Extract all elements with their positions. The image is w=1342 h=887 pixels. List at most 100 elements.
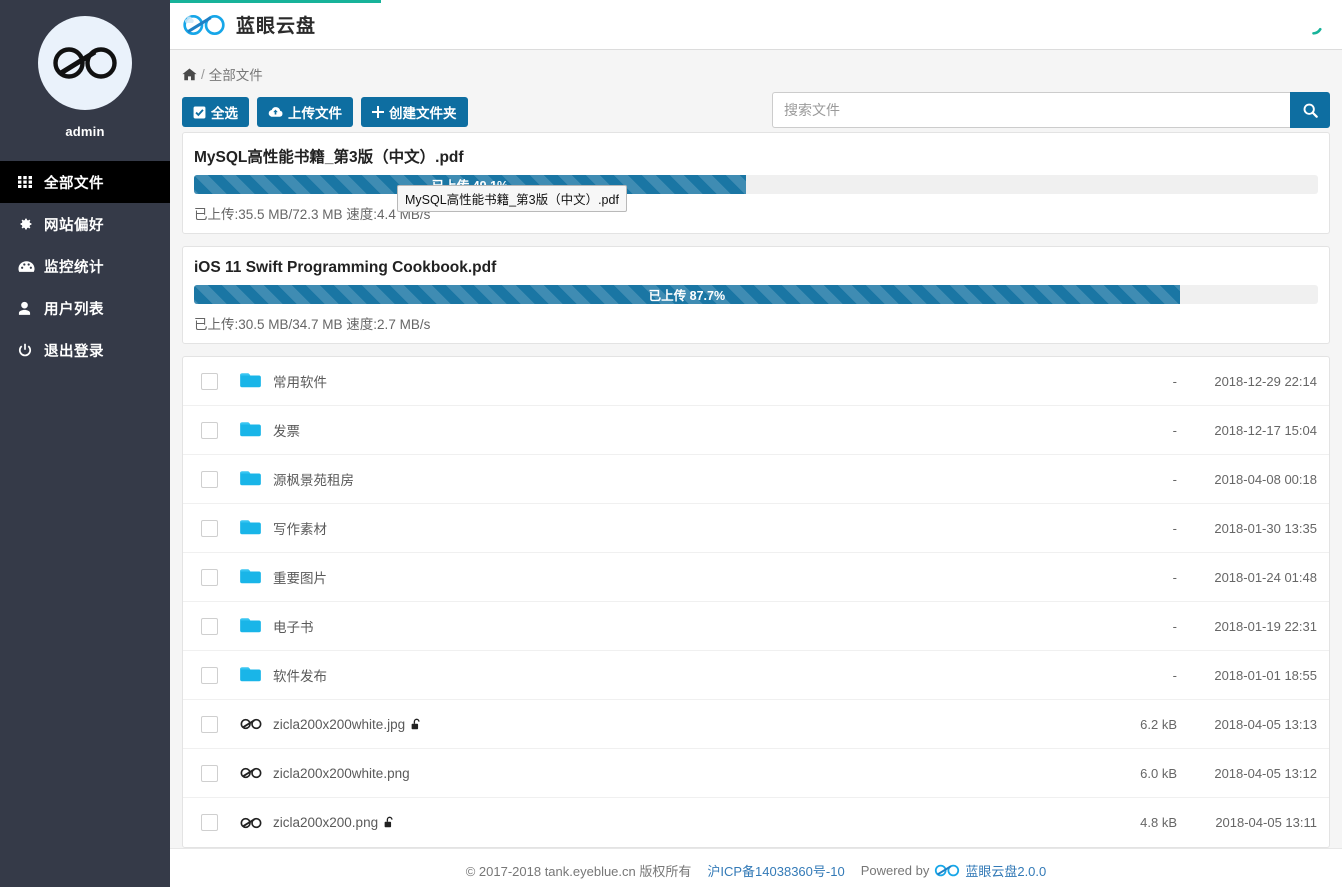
file-name[interactable]: 写作素材 <box>273 518 1057 538</box>
folder-icon <box>240 471 262 487</box>
file-name[interactable]: 源枫景苑租房 <box>273 469 1057 489</box>
search-area <box>772 92 1330 128</box>
infinity-cloud-logo-icon <box>935 864 960 877</box>
file-row[interactable]: 电子书 - 2018-01-19 22:31 <box>183 602 1329 651</box>
file-size: 6.0 kB <box>1140 765 1177 781</box>
file-size: - <box>1172 569 1177 585</box>
gear-icon <box>18 217 44 232</box>
file-row-checkbox[interactable] <box>201 519 218 537</box>
file-name[interactable]: 发票 <box>273 420 1057 440</box>
infinity-cloud-logo-icon <box>183 14 225 35</box>
file-name[interactable]: 电子书 <box>273 616 1057 636</box>
search-button[interactable] <box>1290 92 1330 128</box>
file-row[interactable]: zicla200x200white.jpg 6.2 kB 2018-04-05 13… <box>183 700 1329 749</box>
file-row[interactable]: 重要图片 - 2018-01-24 01:48 <box>183 553 1329 602</box>
file-name-text: 电子书 <box>273 620 314 635</box>
main-area: 蓝眼云盘 / 全部文件 全选 <box>170 0 1342 887</box>
user-icon <box>18 301 44 316</box>
file-row-checkbox[interactable] <box>201 421 218 439</box>
image-thumbnail-icon <box>240 817 262 829</box>
search-input[interactable] <box>772 92 1290 128</box>
sidebar: admin 全部文件 网站偏好 <box>0 0 170 887</box>
upload-filename: MySQL高性能书籍_第3版（中文）.pdf <box>194 149 464 166</box>
search-icon <box>1303 103 1318 118</box>
upload-progress-label: 已上传 87.7% <box>648 289 726 303</box>
unlock-icon[interactable] <box>384 816 395 829</box>
file-row[interactable]: zicla200x200white.png 6.0 kB 2018-04-05 13… <box>183 749 1329 798</box>
sidebar-username: admin <box>65 124 105 139</box>
file-date: 2018-01-30 13:35 <box>1214 520 1317 536</box>
footer-powered-label: Powered by <box>860 863 930 878</box>
file-row[interactable]: 发票 - 2018-12-17 15:04 <box>183 406 1329 455</box>
upload-file-button[interactable]: 上传文件 <box>257 97 353 127</box>
file-date: 2018-01-19 22:31 <box>1214 618 1317 634</box>
file-list: 常用软件 - 2018-12-29 22:14 发票 - 2018-12-17 15:04… <box>182 356 1330 848</box>
upload-progress: 已上传 87.7% <box>194 285 1318 304</box>
file-name-text: 软件发布 <box>273 669 327 684</box>
footer-icp-link[interactable]: 沪ICP备14038360号-10 <box>707 864 845 879</box>
file-row-checkbox[interactable] <box>201 372 218 390</box>
file-name[interactable]: 软件发布 <box>273 665 1057 685</box>
file-date: 2018-04-05 13:12 <box>1214 765 1317 781</box>
file-name-text: zicla200x200white.jpg <box>273 716 406 732</box>
folder-icon <box>240 618 262 634</box>
file-row[interactable]: 软件发布 - 2018-01-01 18:55 <box>183 651 1329 700</box>
breadcrumb-separator: / <box>201 66 205 82</box>
sidebar-item-monitor-stats[interactable]: 监控统计 <box>0 245 170 287</box>
sidebar-item-user-list[interactable]: 用户列表 <box>0 287 170 329</box>
topbar: 蓝眼云盘 <box>170 0 1342 50</box>
file-row-checkbox[interactable] <box>201 715 218 733</box>
file-row-checkbox[interactable] <box>201 666 218 684</box>
file-size: - <box>1172 520 1177 536</box>
footer: © 2017-2018 tank.eyeblue.cn 版权所有 沪ICP备14… <box>170 848 1342 887</box>
file-row-checkbox[interactable] <box>201 617 218 635</box>
file-size: - <box>1172 471 1177 487</box>
cloud-upload-icon <box>268 106 283 118</box>
file-row[interactable]: 常用软件 - 2018-12-29 22:14 <box>183 357 1329 406</box>
home-icon[interactable] <box>182 68 197 81</box>
file-date: 2018-04-08 00:18 <box>1214 471 1317 487</box>
footer-copyright: © 2017-2018 tank.eyeblue.cn 版权所有 <box>465 864 692 879</box>
sidebar-item-logout[interactable]: 退出登录 <box>0 329 170 371</box>
folder-icon <box>240 667 262 683</box>
grid-icon <box>18 176 44 188</box>
file-date: 2018-04-05 13:11 <box>1215 815 1317 830</box>
sidebar-item-label: 监控统计 <box>44 259 104 276</box>
infinity-cloud-logo-icon <box>53 47 117 79</box>
unlock-icon[interactable] <box>411 718 422 731</box>
image-thumbnail-icon <box>240 718 262 730</box>
select-all-label: 全选 <box>211 106 238 121</box>
file-row-checkbox[interactable] <box>201 764 218 782</box>
avatar-wrap <box>0 0 170 110</box>
loading-spinner-icon <box>1302 14 1324 36</box>
file-name[interactable]: zicla200x200.png <box>273 815 1057 830</box>
file-row[interactable]: 源枫景苑租房 - 2018-04-08 00:18 <box>183 455 1329 504</box>
power-off-icon <box>18 343 44 358</box>
file-row[interactable]: 写作素材 - 2018-01-30 13:35 <box>183 504 1329 553</box>
file-name[interactable]: 重要图片 <box>273 567 1057 587</box>
folder-icon <box>240 422 262 438</box>
sidebar-item-all-files[interactable]: 全部文件 <box>0 161 170 203</box>
create-folder-button[interactable]: 创建文件夹 <box>361 97 468 127</box>
file-name-text: zicla200x200white.png <box>273 765 410 781</box>
file-name[interactable]: zicla200x200white.png <box>273 766 1057 781</box>
file-date: 2018-01-01 18:55 <box>1214 667 1317 683</box>
file-row[interactable]: zicla200x200.png 4.8 kB 2018-04-05 13:11 <box>183 798 1329 847</box>
brand[interactable]: 蓝眼云盘 <box>170 11 316 38</box>
file-row-checkbox[interactable] <box>201 814 218 831</box>
breadcrumb: / 全部文件 <box>170 50 1342 92</box>
upload-filename: iOS 11 Swift Programming Cookbook.pdf <box>194 259 497 276</box>
sidebar-item-label: 全部文件 <box>44 175 104 192</box>
footer-product-link[interactable]: 蓝眼云盘2.0.0 <box>965 864 1047 879</box>
file-row-checkbox[interactable] <box>201 568 218 586</box>
sidebar-item-site-preference[interactable]: 网站偏好 <box>0 203 170 245</box>
select-all-button[interactable]: 全选 <box>182 97 249 127</box>
file-row-checkbox[interactable] <box>201 470 218 488</box>
upload-card: iOS 11 Swift Programming Cookbook.pdf 已上… <box>182 246 1330 344</box>
file-name[interactable]: zicla200x200white.jpg <box>273 717 1057 732</box>
avatar[interactable] <box>38 16 132 110</box>
check-square-icon <box>193 106 206 119</box>
file-name[interactable]: 常用软件 <box>273 371 1057 391</box>
upload-card: MySQL高性能书籍_第3版（中文）.pdf 已上传 49.1% 已上传:35.… <box>182 132 1330 234</box>
file-name-text: 源枫景苑租房 <box>273 473 354 488</box>
